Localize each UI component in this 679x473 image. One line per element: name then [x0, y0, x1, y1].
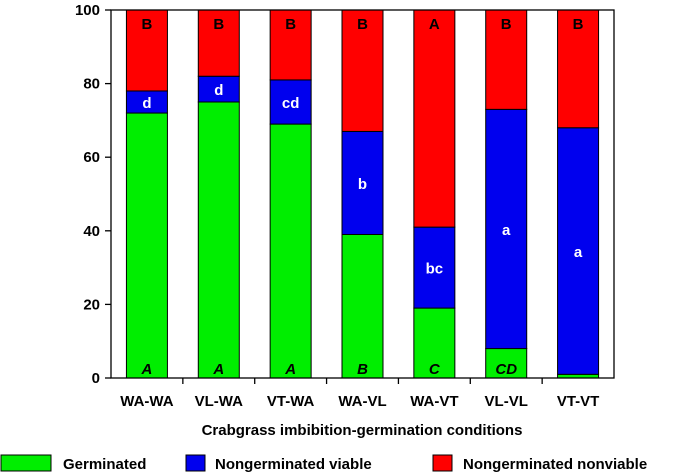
- data-label: A: [212, 361, 224, 378]
- x-tick-label: WA-WA: [120, 393, 173, 410]
- data-label: a: [574, 244, 583, 261]
- data-label: bc: [426, 261, 444, 278]
- x-tick-label: VL-WA: [195, 393, 243, 410]
- bar-nongerminated-nonviable-wa-wa: [125, 9, 168, 92]
- bar-nongerminated-viable-wa-vt: [413, 226, 456, 309]
- y-tick-label: 60: [83, 149, 100, 166]
- data-label: d: [142, 95, 151, 112]
- bar-germinated-wa-vl: [341, 233, 384, 379]
- x-tick-label: VL-VL: [485, 393, 528, 410]
- bar-nongerminated-viable-vl-vl: [485, 108, 528, 350]
- y-tick-label: 80: [83, 76, 100, 93]
- data-label: C: [429, 361, 441, 378]
- x-tick-label: WA-VT: [410, 393, 458, 410]
- y-tick-label: 20: [83, 296, 100, 313]
- y-tick-label: 40: [83, 223, 100, 240]
- bar-nongerminated-nonviable-wa-vt: [413, 9, 456, 228]
- legend-swatch-germinated: [0, 454, 52, 472]
- x-tick-label: WA-VL: [338, 393, 386, 410]
- data-label: A: [429, 16, 440, 33]
- x-tick-label: VT-VT: [557, 393, 600, 410]
- bar-nongerminated-nonviable-vt-vt: [557, 9, 600, 129]
- x-axis-label: Crabgrass imbibition-germination conditi…: [202, 422, 523, 439]
- bar-nongerminated-nonviable-wa-vl: [341, 9, 384, 132]
- data-label: A: [141, 361, 153, 378]
- data-label: d: [214, 82, 223, 99]
- data-label: B: [573, 16, 584, 33]
- legend-label: Germinated: [63, 456, 146, 473]
- legend-swatch-nongerminated-nonviable: [432, 454, 453, 472]
- legend-label: Nongerminated nonviable: [463, 456, 647, 473]
- x-tick-label: VT-WA: [267, 393, 315, 410]
- data-label: a: [502, 222, 511, 239]
- bar-germinated-vl-wa: [197, 101, 240, 379]
- data-label: B: [357, 16, 368, 33]
- data-label: B: [142, 16, 153, 33]
- data-label: cd: [282, 95, 300, 112]
- bar-germinated-vt-wa: [269, 123, 312, 379]
- bar-nongerminated-nonviable-vl-wa: [197, 9, 240, 77]
- bar-germinated-wa-vt: [413, 307, 456, 379]
- legend-label: Nongerminated viable: [215, 456, 372, 473]
- legend: Germinated Nongerminated viable Nongermina…: [0, 454, 647, 473]
- data-label: B: [501, 16, 512, 33]
- data-label: B: [213, 16, 224, 33]
- data-label: A: [284, 361, 296, 378]
- bar-nongerminated-viable-vt-wa: [269, 79, 312, 125]
- y-tick-label: 100: [75, 2, 100, 19]
- data-label: CD: [495, 361, 517, 378]
- y-tick-label: 0: [92, 370, 100, 387]
- plot-frame: [110, 9, 615, 379]
- data-label: b: [358, 176, 367, 193]
- bar-germinated-wa-wa: [125, 112, 168, 379]
- bar-nongerminated-viable-vt-vt: [557, 127, 600, 375]
- bar-nongerminated-nonviable-vl-vl: [485, 9, 528, 110]
- data-label: B: [357, 361, 368, 378]
- bar-nongerminated-nonviable-vt-wa: [269, 9, 312, 81]
- bar-nongerminated-viable-wa-vl: [341, 130, 384, 235]
- plot-area: Ad B WA-WA Ad B VL-WA Acd B VT-WA Bb B WA-VL Cbc A WA-…: [75, 2, 615, 410]
- data-label: B: [285, 16, 296, 33]
- legend-swatch-nongerminated-viable: [185, 454, 206, 472]
